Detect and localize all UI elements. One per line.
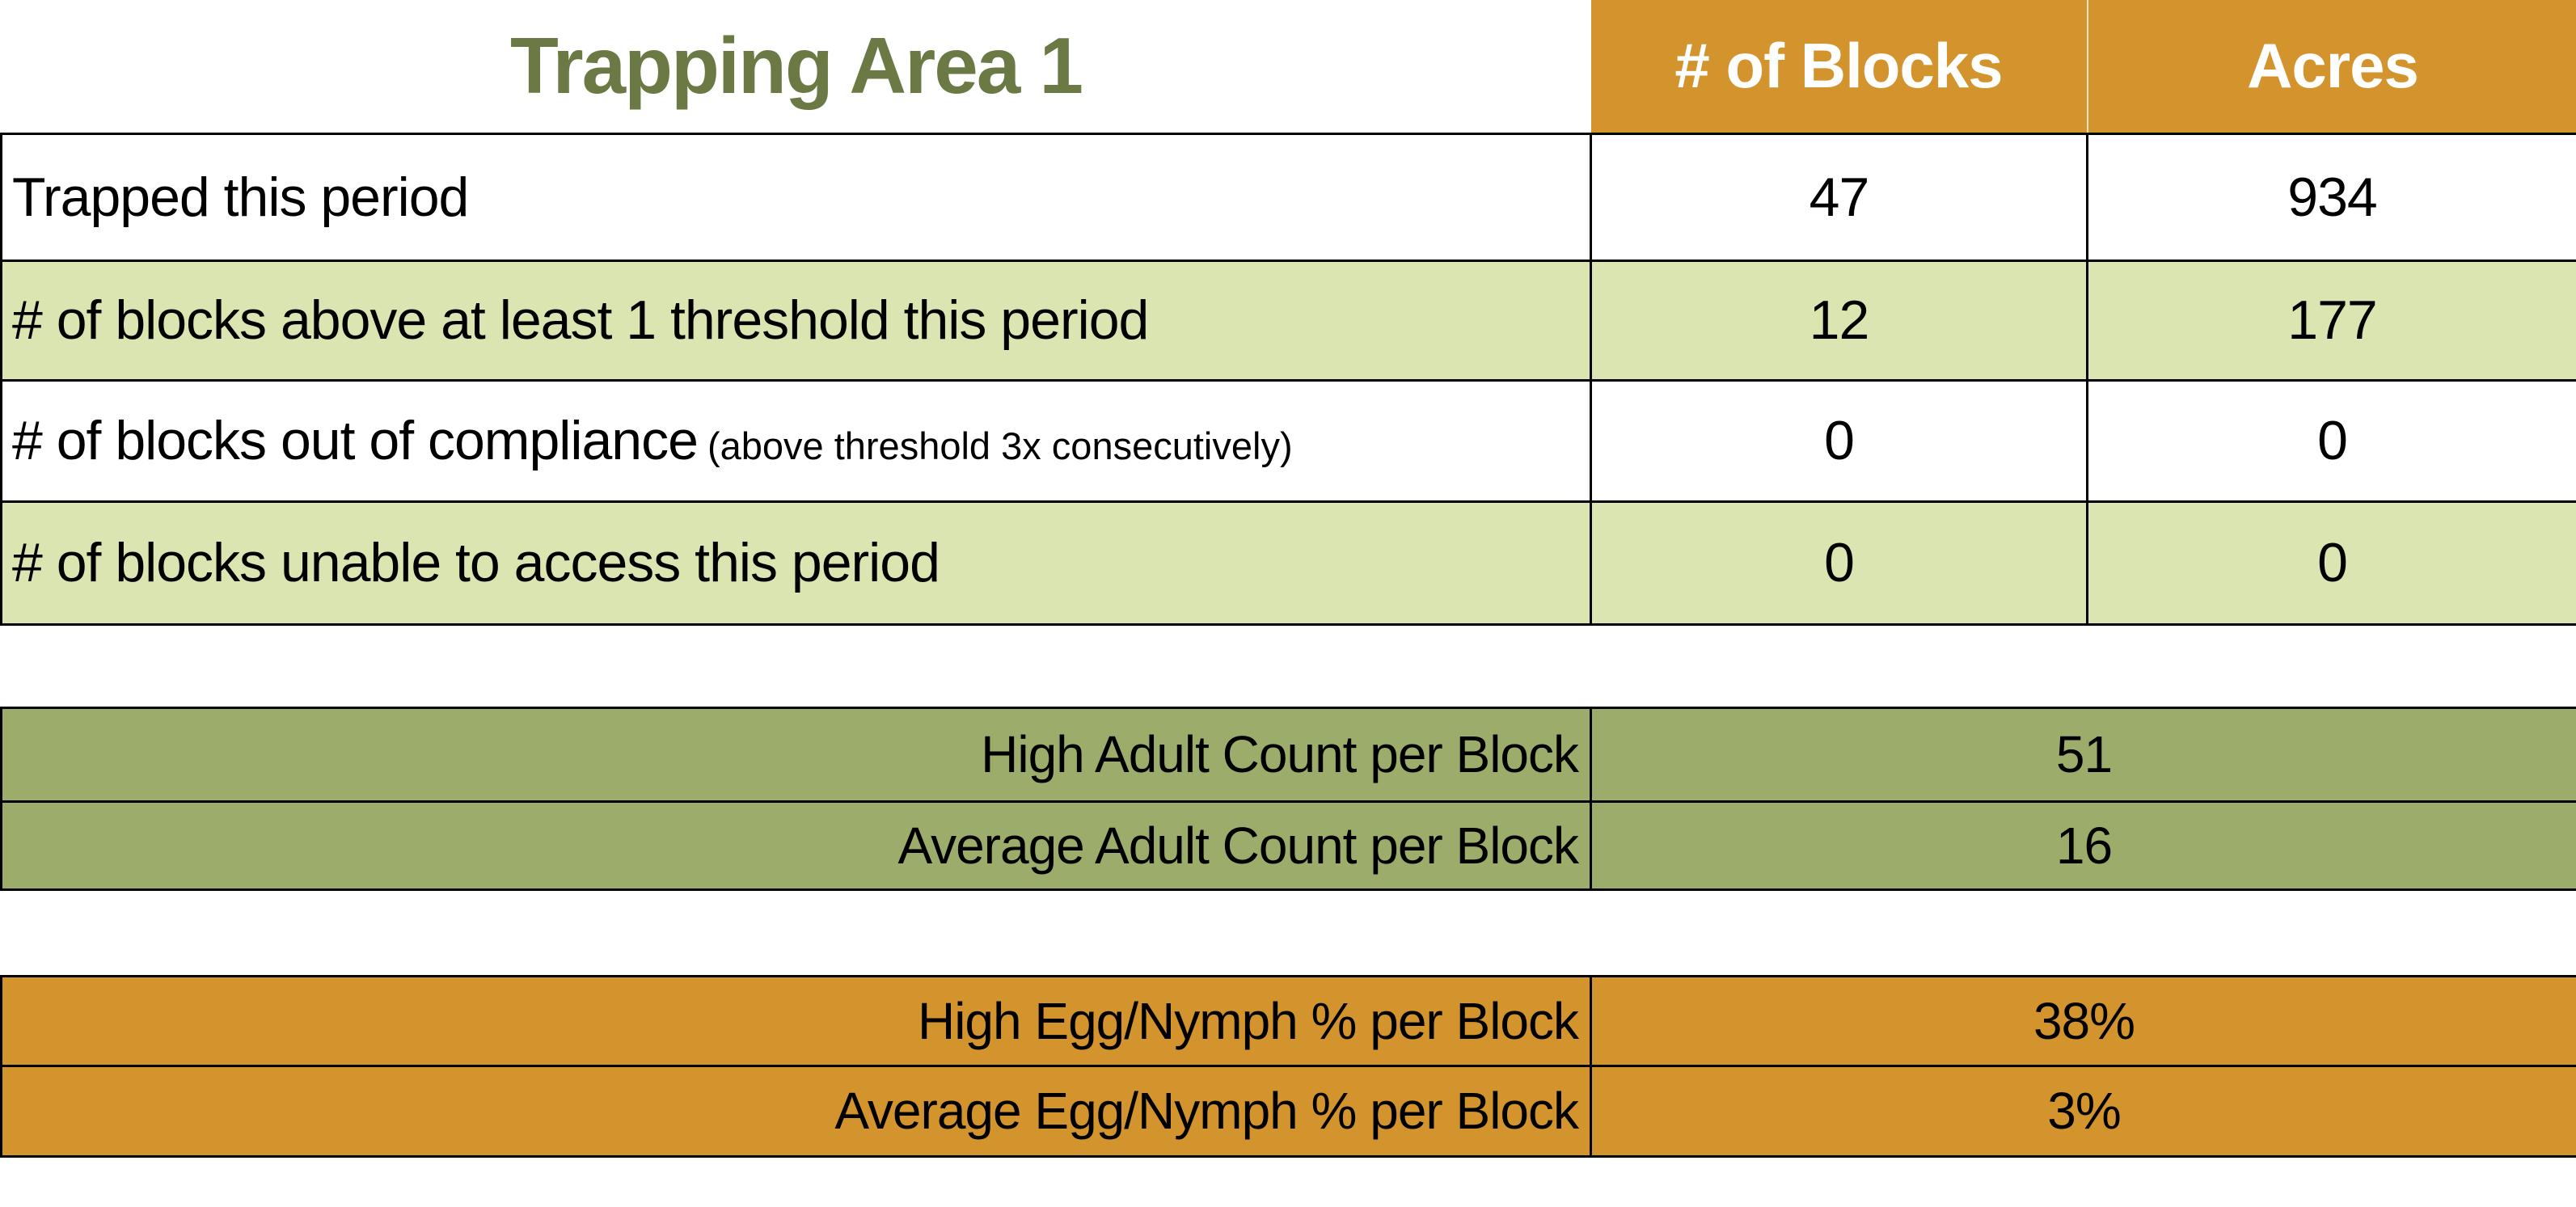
table-row-average-adult-count: Average Adult Count per Block 16 [0, 800, 2576, 891]
trapping-summary-table: Trapping Area 1 # of Blocks Acres Trappe… [0, 0, 2576, 626]
row-label-text: Trapped this period [12, 166, 469, 228]
egg-nymph-table: High Egg/Nymph % per Block 38% Average E… [0, 974, 2576, 1158]
page-title: Trapping Area 1 [1, 0, 1591, 135]
row-label-text: # of blocks unable to access this period [12, 532, 940, 593]
acres-value: 0 [2086, 378, 2576, 503]
row-label-text: # of blocks out of compliance [12, 410, 699, 471]
acres-value: 0 [2086, 500, 2576, 626]
spacer [0, 625, 2576, 707]
table-row-trapped-this-period: Trapped this period 47 934 [0, 132, 2576, 262]
row-label: Average Egg/Nymph % per Block [0, 1064, 1592, 1158]
blocks-value: 0 [1590, 500, 2088, 626]
adult-count-table: High Adult Count per Block 51 Average Ad… [0, 706, 2576, 891]
row-label: Average Adult Count per Block [0, 800, 1592, 891]
acres-value: 934 [2086, 132, 2576, 262]
table-row-unable-to-access: # of blocks unable to access this period… [0, 500, 2576, 626]
column-header-acres: Acres [2086, 0, 2576, 135]
spacer [0, 890, 2576, 975]
row-value: 51 [1590, 706, 2576, 803]
row-value: 38% [1590, 974, 2576, 1067]
table-row-average-egg-nymph: Average Egg/Nymph % per Block 3% [0, 1064, 2576, 1158]
row-label: High Adult Count per Block [0, 706, 1592, 803]
row-value: 3% [1590, 1064, 2576, 1158]
acres-value: 177 [2086, 259, 2576, 382]
table-row-above-threshold: # of blocks above at least 1 threshold t… [0, 259, 2576, 382]
row-label: # of blocks above at least 1 threshold t… [0, 259, 1592, 382]
header-row: Trapping Area 1 # of Blocks Acres [1, 0, 2576, 135]
row-label: # of blocks unable to access this period [0, 500, 1592, 626]
table-row-high-egg-nymph: High Egg/Nymph % per Block 38% [0, 974, 2576, 1067]
row-label: High Egg/Nymph % per Block [0, 974, 1592, 1067]
blocks-value: 12 [1590, 259, 2088, 382]
table-row-high-adult-count: High Adult Count per Block 51 [0, 706, 2576, 803]
column-header-blocks: # of Blocks [1590, 0, 2088, 135]
row-label-text: # of blocks above at least 1 threshold t… [12, 289, 1149, 351]
row-label: # of blocks out of compliance (above thre… [0, 378, 1592, 503]
row-label: Trapped this period [0, 132, 1592, 262]
blocks-value: 0 [1590, 378, 2088, 503]
table-row-out-of-compliance: # of blocks out of compliance (above thre… [0, 378, 2576, 503]
blocks-value: 47 [1590, 132, 2088, 262]
row-value: 16 [1590, 800, 2576, 891]
row-label-note: (above threshold 3x consecutively) [707, 424, 1293, 467]
